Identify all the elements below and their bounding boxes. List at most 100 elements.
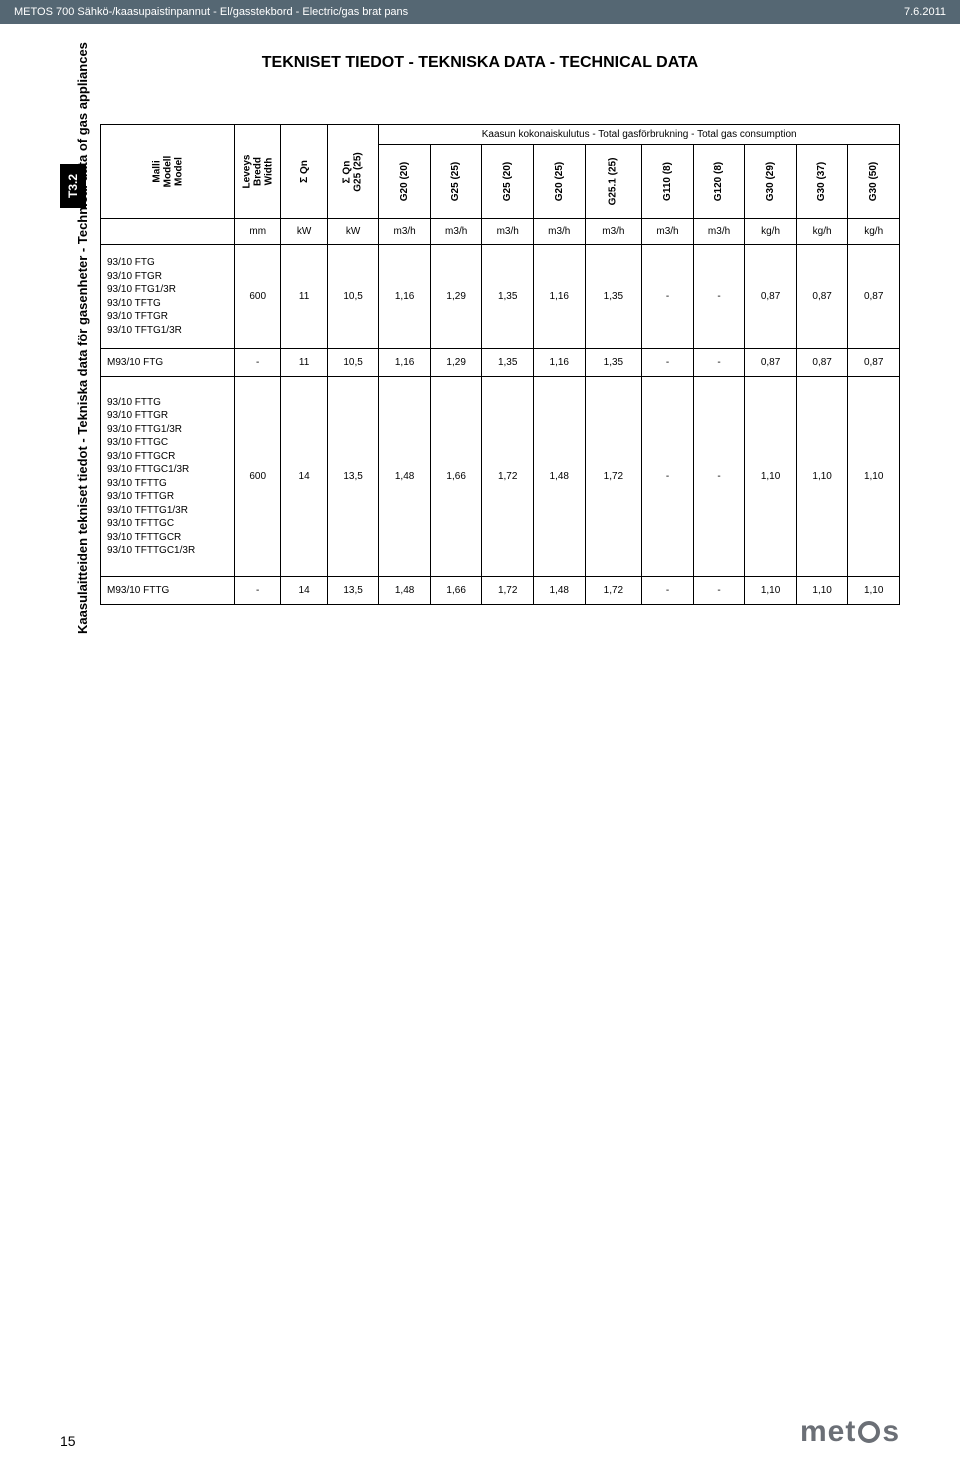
data-cell: 1,16	[533, 245, 585, 349]
data-cell: 0,87	[745, 349, 797, 377]
data-cell: 1,35	[585, 245, 642, 349]
data-cell: 1,29	[430, 349, 482, 377]
table-row: M93/10 FTTG-1413,51,481,661,721,481,72--…	[101, 577, 900, 605]
data-cell: 0,87	[796, 349, 848, 377]
col-g25-25: G25 (25)	[430, 145, 482, 219]
unit-m3h: m3/h	[585, 219, 642, 245]
table-row: 93/10 FTG93/10 FTGR93/10 FTG1/3R93/10 TF…	[101, 245, 900, 349]
page-number: 15	[60, 1433, 76, 1449]
data-cell: 1,66	[430, 577, 482, 605]
metos-logo: met s	[800, 1415, 900, 1449]
col-g120-8: G120 (8)	[693, 145, 745, 219]
model-cell: M93/10 FTTG	[101, 577, 235, 605]
logo-ring-icon	[858, 1421, 880, 1443]
data-cell: -	[642, 349, 694, 377]
doc-date: 7.6.2011	[904, 6, 946, 18]
data-cell: 13,5	[327, 377, 379, 577]
data-cell: 1,16	[379, 349, 431, 377]
data-cell: 1,35	[482, 349, 534, 377]
spec-body: 93/10 FTG93/10 FTGR93/10 FTG1/3R93/10 TF…	[101, 245, 900, 605]
footer: 15 met s	[60, 1415, 900, 1449]
data-cell: -	[693, 349, 745, 377]
data-cell: 1,72	[482, 377, 534, 577]
unit-mm: mm	[235, 219, 281, 245]
data-cell: 1,16	[379, 245, 431, 349]
unit-m3h: m3/h	[430, 219, 482, 245]
col-g30-29: G30 (29)	[745, 145, 797, 219]
logo-text-part2: s	[882, 1415, 900, 1449]
unit-kw2: kW	[327, 219, 379, 245]
col-model: MalliModellModel	[101, 125, 235, 219]
data-cell: 600	[235, 245, 281, 349]
unit-m3h: m3/h	[642, 219, 694, 245]
top-header: METOS 700 Sähkö-/kaasupaistinpannut - El…	[0, 0, 960, 24]
model-cell: 93/10 FTTG93/10 FTTGR93/10 FTTG1/3R93/10…	[101, 377, 235, 577]
col-qn-g25: Σ QnG25 (25)	[327, 125, 379, 219]
col-qn: Σ Qn	[281, 125, 327, 219]
data-cell: 11	[281, 245, 327, 349]
data-cell: 1,72	[585, 577, 642, 605]
table-row: 93/10 FTTG93/10 FTTGR93/10 FTTG1/3R93/10…	[101, 377, 900, 577]
data-cell: 14	[281, 577, 327, 605]
unit-kgh: kg/h	[796, 219, 848, 245]
data-cell: 1,16	[533, 349, 585, 377]
data-cell: 0,87	[745, 245, 797, 349]
data-cell: 1,72	[585, 377, 642, 577]
col-g30-37: G30 (37)	[796, 145, 848, 219]
col-g20-25: G20 (25)	[533, 145, 585, 219]
data-cell: 0,87	[796, 245, 848, 349]
data-cell: 1,10	[848, 377, 900, 577]
unit-m3h: m3/h	[693, 219, 745, 245]
data-cell: -	[235, 349, 281, 377]
logo-text-part1: met	[800, 1415, 856, 1449]
data-cell: 1,48	[533, 577, 585, 605]
data-cell: 0,87	[848, 349, 900, 377]
data-cell: 1,48	[533, 377, 585, 577]
data-cell: 1,66	[430, 377, 482, 577]
table-row: M93/10 FTG-1110,51,161,291,351,161,35--0…	[101, 349, 900, 377]
doc-title: METOS 700 Sähkö-/kaasupaistinpannut - El…	[14, 6, 408, 18]
col-g110-8: G110 (8)	[642, 145, 694, 219]
content-area: T3.2 Kaasulaitteiden tekniset tiedot - T…	[0, 124, 960, 605]
unit-kgh: kg/h	[745, 219, 797, 245]
gas-consumption-header: Kaasun kokonaiskulutus - Total gasförbru…	[379, 125, 900, 145]
data-cell: -	[693, 577, 745, 605]
unit-m3h: m3/h	[482, 219, 534, 245]
data-cell: 1,35	[585, 349, 642, 377]
page-title: TEKNISET TIEDOT - TEKNISKA DATA - TECHNI…	[0, 24, 960, 94]
model-cell: 93/10 FTG93/10 FTGR93/10 FTG1/3R93/10 TF…	[101, 245, 235, 349]
col-g20-20: G20 (20)	[379, 145, 431, 219]
data-cell: -	[693, 245, 745, 349]
data-cell: 1,10	[848, 577, 900, 605]
data-cell: -	[642, 577, 694, 605]
data-cell: 10,5	[327, 349, 379, 377]
data-cell: 1,72	[482, 577, 534, 605]
col-width: LeveysBreddWidth	[235, 125, 281, 219]
col-g25-20: G25 (20)	[482, 145, 534, 219]
data-cell: 1,29	[430, 245, 482, 349]
data-cell: -	[642, 245, 694, 349]
data-cell: 0,87	[848, 245, 900, 349]
data-cell: 1,35	[482, 245, 534, 349]
data-cell: -	[642, 377, 694, 577]
data-cell: 1,10	[796, 377, 848, 577]
col-g30-50: G30 (50)	[848, 145, 900, 219]
data-cell: 13,5	[327, 577, 379, 605]
unit-kw1: kW	[281, 219, 327, 245]
data-cell: -	[693, 377, 745, 577]
col-g251-25: G25.1 (25)	[585, 145, 642, 219]
spec-table: MalliModellModel LeveysBreddWidth Σ Qn Σ…	[100, 124, 900, 605]
unit-m3h: m3/h	[379, 219, 431, 245]
data-cell: 11	[281, 349, 327, 377]
data-cell: 1,10	[745, 577, 797, 605]
data-cell: 1,48	[379, 577, 431, 605]
model-cell: M93/10 FTG	[101, 349, 235, 377]
unit-blank	[101, 219, 235, 245]
data-cell: 10,5	[327, 245, 379, 349]
data-cell: 1,48	[379, 377, 431, 577]
vertical-heading: Kaasulaitteiden tekniset tiedot - Teknis…	[75, 42, 90, 634]
unit-kgh: kg/h	[848, 219, 900, 245]
data-cell: 14	[281, 377, 327, 577]
data-cell: -	[235, 577, 281, 605]
data-cell: 1,10	[796, 577, 848, 605]
